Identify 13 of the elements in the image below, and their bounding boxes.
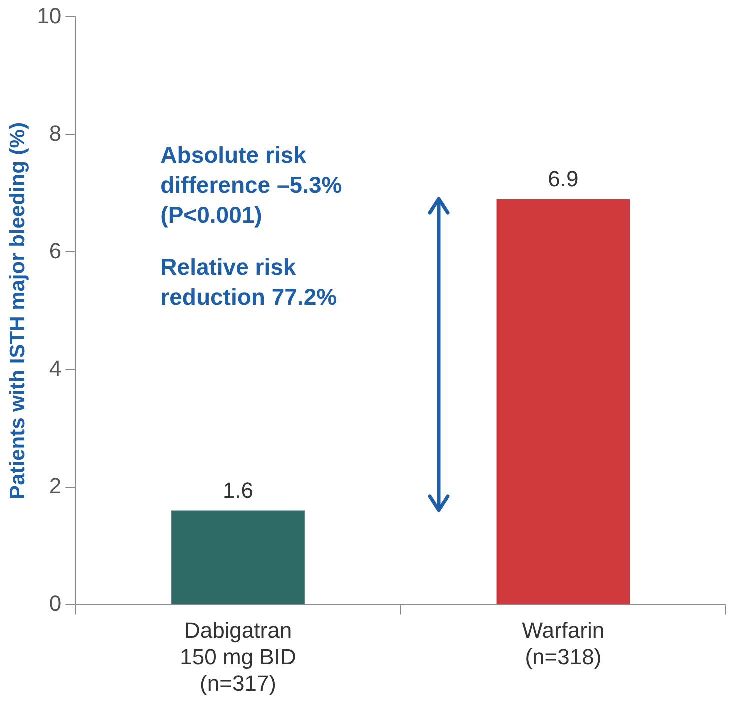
y-tick-label: 4: [49, 356, 62, 381]
y-tick-label: 8: [49, 120, 62, 146]
annotation: Relative risk reduction 77.2%: [160, 254, 338, 310]
y-tick-label: 10: [37, 3, 62, 28]
data-label: 1.6: [222, 478, 254, 503]
x-tick-label: Dabigatran 150 mg BID (n=317): [180, 618, 296, 696]
x-tick-label: Warfarin (n=318): [522, 618, 605, 670]
data-label: 6.9: [548, 166, 579, 192]
y-tick-label: 2: [49, 473, 62, 498]
y-tick-label: 0: [49, 590, 62, 616]
annotation: Absolute risk difference –5.3% (P<0.001): [160, 142, 342, 228]
y-tick-label: 6: [49, 238, 62, 264]
y-axis-title: Patients with ISTH major bleeding (%): [6, 122, 30, 500]
